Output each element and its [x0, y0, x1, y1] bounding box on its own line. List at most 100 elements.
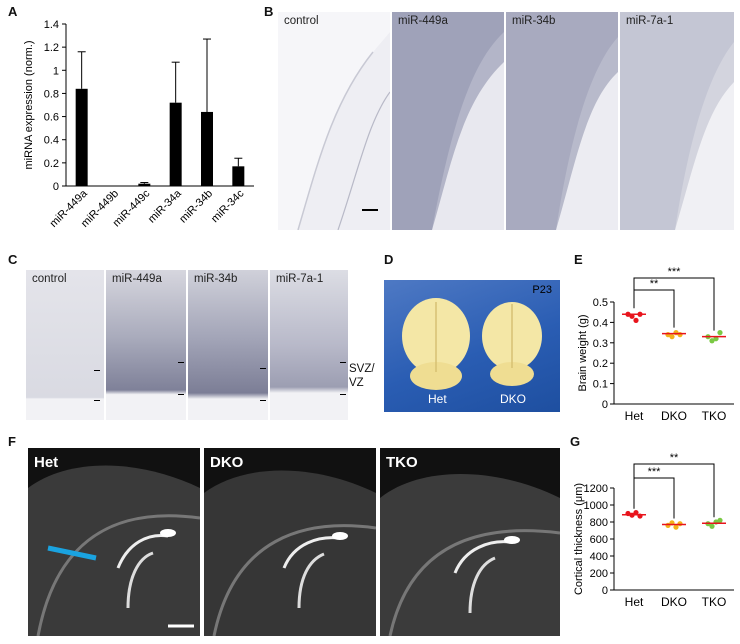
y-tick-label: 0.1 [593, 379, 608, 391]
label-mir-7a-1: miR-7a-1 [626, 15, 674, 27]
micrograph-mir-449a: miR-449a [392, 12, 504, 230]
fluor-tko: TKO [380, 448, 560, 636]
y-tick-label: 800 [590, 517, 608, 529]
y-tick-label: 0.4 [593, 317, 608, 329]
data-point [717, 517, 723, 523]
panel-letter-d: D [384, 252, 394, 267]
panel-letter-a: A [8, 4, 18, 19]
y-tick-label: 0.5 [593, 297, 608, 309]
brain-illustration [402, 298, 542, 390]
x-tick-label: miR-34c [209, 187, 247, 225]
y-tick-label: 400 [590, 551, 608, 563]
data-point [677, 332, 683, 338]
bar [138, 183, 151, 186]
x-tick-label: Het [625, 409, 644, 423]
significance-bracket [633, 277, 715, 331]
panel-letter-e: E [574, 252, 583, 267]
y-tick-label: 1000 [584, 500, 608, 512]
bar [201, 111, 213, 186]
cortex-fluorescence-panel: Het DKO TKO [28, 448, 560, 636]
significance-label: ** [650, 278, 659, 290]
data-point [669, 334, 675, 340]
y-axis-label: Cortical thickness (μm) [573, 483, 585, 595]
panel-letter-f: F [8, 434, 16, 449]
bar [75, 88, 88, 186]
data-point [717, 330, 723, 336]
fluor-label-dko: DKO [210, 454, 244, 471]
dko-label: DKO [500, 392, 527, 406]
brain-weight-chart: 0 0.1 0.2 0.3 0.4 0.5 Brain weight (g) Het DKO TK… [577, 266, 734, 423]
y-tick-label: 1.2 [44, 42, 59, 54]
significance-label: ** [670, 452, 679, 464]
y-tick-label: 0.4 [44, 135, 59, 147]
ish-vz-panel: control miR-449a miR-34b miR-7a-1 [26, 270, 348, 420]
panel-letter-b: B [264, 4, 274, 19]
significance-bracket [633, 477, 675, 519]
panel-letter-c: C [8, 252, 18, 267]
zone-label: SVZ/ VZ [349, 362, 375, 390]
vz-micrograph-control: control [26, 270, 104, 420]
tissue-outline [278, 12, 390, 230]
label-mir-34b: miR-34b [512, 15, 556, 27]
label-mir-449a: miR-449a [398, 15, 448, 27]
label-control: control [284, 15, 319, 27]
panel-letter-g: G [570, 434, 581, 449]
x-tick-label: TKO [702, 595, 727, 609]
het-label: Het [428, 392, 447, 406]
data-point [633, 317, 639, 323]
significance-bracket [633, 289, 675, 328]
y-axis-label: Brain weight (g) [577, 314, 589, 391]
x-tick-label: DKO [661, 595, 687, 609]
vz-micrograph-mir-7a-1: miR-7a-1 [270, 270, 348, 420]
x-tick-label: TKO [702, 409, 727, 423]
y-tick-label: 1.4 [44, 19, 59, 31]
micrograph-control: control [278, 12, 390, 230]
data-point [677, 521, 683, 527]
data-point [709, 523, 715, 529]
y-tick-label: 0.8 [44, 88, 59, 100]
data-point [673, 524, 679, 530]
y-tick-label: 0.6 [44, 112, 59, 124]
expression-bar-chart: 0 0.2 0.4 0.6 0.8 1 1.2 1.4 miRNA expression (no… [23, 19, 254, 230]
y-tick-label: 200 [590, 568, 608, 580]
zone-label-vz: VZ [349, 377, 364, 389]
significance-label: *** [648, 466, 662, 478]
y-tick-label: 0.2 [44, 158, 59, 170]
micrograph-mir-7a-1: miR-7a-1 [620, 12, 734, 230]
bar [169, 102, 182, 186]
y-tick-label: 1 [53, 65, 59, 77]
y-tick-label: 0 [602, 399, 608, 411]
vz-label-mir-449a: miR-449a [112, 273, 162, 285]
vz-label-mir-34b: miR-34b [194, 273, 238, 285]
vz-micrograph-mir-449a: miR-449a [106, 270, 186, 420]
y-tick-label: 600 [590, 534, 608, 546]
vz-label-control: control [32, 273, 67, 285]
y-tick-label: 1200 [584, 483, 608, 495]
y-axis-label: miRNA expression (norm.) [23, 41, 35, 170]
vz-micrograph-mir-34b: miR-34b [188, 270, 268, 420]
x-tick-label: miR-34b [177, 188, 215, 226]
y-tick-label: 0.3 [593, 338, 608, 350]
thickness-measure-line [47, 545, 97, 561]
y-tick-label: 0 [602, 585, 608, 597]
data-point [709, 338, 715, 344]
brain-photo: P23 Het DKO [384, 280, 560, 412]
zone-label-svz: SVZ/ [349, 363, 375, 375]
fluor-het: Het [28, 448, 200, 636]
fluor-label-tko: TKO [386, 454, 418, 471]
x-tick-label: Het [625, 595, 644, 609]
fluor-label-het: Het [34, 454, 59, 471]
fluor-dko: DKO [204, 448, 376, 636]
micrograph-mir-34b: miR-34b [506, 12, 618, 230]
x-tick-label: DKO [661, 409, 687, 423]
age-label: P23 [532, 284, 552, 296]
ish-cortex-panel: control miR-449a miR-34b miR-7a-1 [278, 12, 734, 230]
bar [232, 166, 245, 186]
vz-label-mir-7a-1: miR-7a-1 [276, 273, 324, 285]
y-tick-label: 0.2 [593, 358, 608, 370]
y-tick-label: 0 [53, 181, 59, 193]
significance-bracket [633, 463, 715, 518]
data-point [633, 510, 639, 516]
significance-label: *** [668, 266, 682, 278]
